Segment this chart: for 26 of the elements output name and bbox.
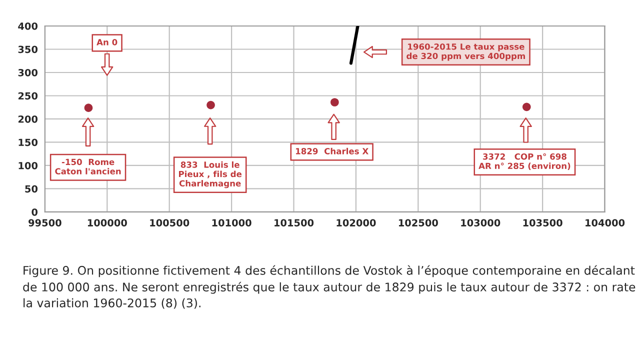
x-tick-label: 104000 — [586, 219, 625, 226]
annotation: 3372 COP n° 698 AR n° 285 (environ) — [478, 153, 570, 170]
caption: Figure 9. On positionne fictivement 4 des échantillons de Vostok à l’époque contemporaine en décalant de 100 000 ans. Ne seront enregistrés que le taux autour de 1829 puis le taux autour de 3372 : on rate la variation 1960-2015 (8) (3). — [23, 265, 636, 309]
x-tick-label: 101000 — [212, 219, 252, 226]
annotation: An 0 — [96, 39, 118, 46]
y-tick-label: 150 — [18, 138, 38, 146]
annotation: 1829 Charles X — [296, 148, 368, 154]
y-tick-label: 50 — [25, 185, 38, 193]
x-tick-label: 100000 — [88, 219, 127, 226]
annotation: 833 Louis le Pieux , fils de Charlemagne — [179, 161, 242, 188]
x-tick-label: 102000 — [336, 219, 376, 226]
x-tick-label: 99500 — [28, 219, 62, 226]
x-tick-label: 101500 — [274, 219, 314, 226]
y-tick-label: 400 — [18, 22, 38, 30]
y-tick-label: 250 — [18, 92, 38, 100]
x-tick-label: 103000 — [461, 219, 500, 226]
y-tick-label: 350 — [18, 46, 38, 54]
y-tick-label: 300 — [18, 68, 38, 76]
x-tick-label: 103500 — [523, 219, 562, 226]
y-tick-label: 200 — [18, 115, 38, 123]
x-tick-label: 102500 — [398, 219, 438, 226]
annotation: -150 Rome Caton l'ancien — [55, 158, 121, 174]
y-tick-label: 0 — [32, 208, 38, 216]
y-tick-label: 100 — [18, 162, 38, 170]
annotation: 1960-2015 Le taux passe de 320 ppm vers 400ppm — [406, 43, 525, 61]
x-tick-label: 100500 — [150, 219, 190, 226]
